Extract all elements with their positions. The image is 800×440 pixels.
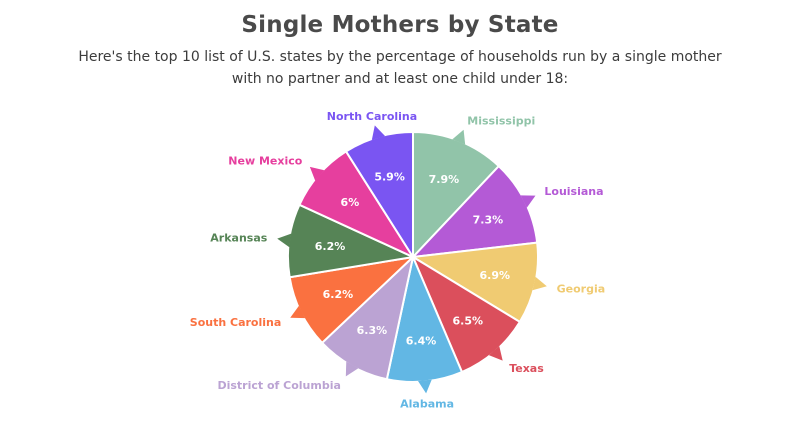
slice-pointer-louisiana <box>520 195 536 208</box>
chart-subtitle: Here's the top 10 list of U.S. states by… <box>78 49 722 87</box>
slice-label-alabama: Alabama <box>400 397 454 410</box>
slice-value-south-carolina: 6.2% <box>323 288 354 301</box>
slice-label-georgia: Georgia <box>557 282 606 295</box>
slice-value-new-mexico: 6% <box>341 196 360 209</box>
chart-title: Single Mothers by State <box>241 12 559 38</box>
slice-pointer-mississippi <box>452 129 466 145</box>
slice-pointer-south-carolina <box>290 305 306 319</box>
slice-label-mississippi: Mississippi <box>467 114 535 127</box>
slice-value-alabama: 6.4% <box>406 334 437 347</box>
slice-pointer-district-of-columbia <box>345 361 359 377</box>
slice-value-north-carolina: 5.9% <box>374 171 405 184</box>
slice-label-north-carolina: North Carolina <box>327 110 417 123</box>
slice-value-texas: 6.5% <box>453 314 484 327</box>
slice-label-louisiana: Louisiana <box>544 185 603 198</box>
slice-value-arkansas: 6.2% <box>315 240 346 253</box>
slice-value-georgia: 6.9% <box>480 269 511 282</box>
slice-label-texas: Texas <box>509 362 544 375</box>
slice-pointer-alabama <box>417 379 432 394</box>
slice-value-mississippi: 7.9% <box>429 173 460 186</box>
slice-value-louisiana: 7.3% <box>473 214 504 227</box>
slice-value-district-of-columbia: 6.3% <box>357 324 388 337</box>
slice-pointer-arkansas <box>277 233 292 248</box>
slice-label-district-of-columbia: District of Columbia <box>217 379 340 392</box>
slice-pointer-georgia <box>532 276 547 291</box>
slice-pointer-texas <box>488 346 503 361</box>
slice-pointer-new-mexico <box>309 166 325 181</box>
slice-label-new-mexico: New Mexico <box>228 154 302 167</box>
slice-label-arkansas: Arkansas <box>210 231 267 244</box>
slice-label-south-carolina: South Carolina <box>190 316 282 329</box>
slice-pointer-north-carolina <box>371 125 386 141</box>
